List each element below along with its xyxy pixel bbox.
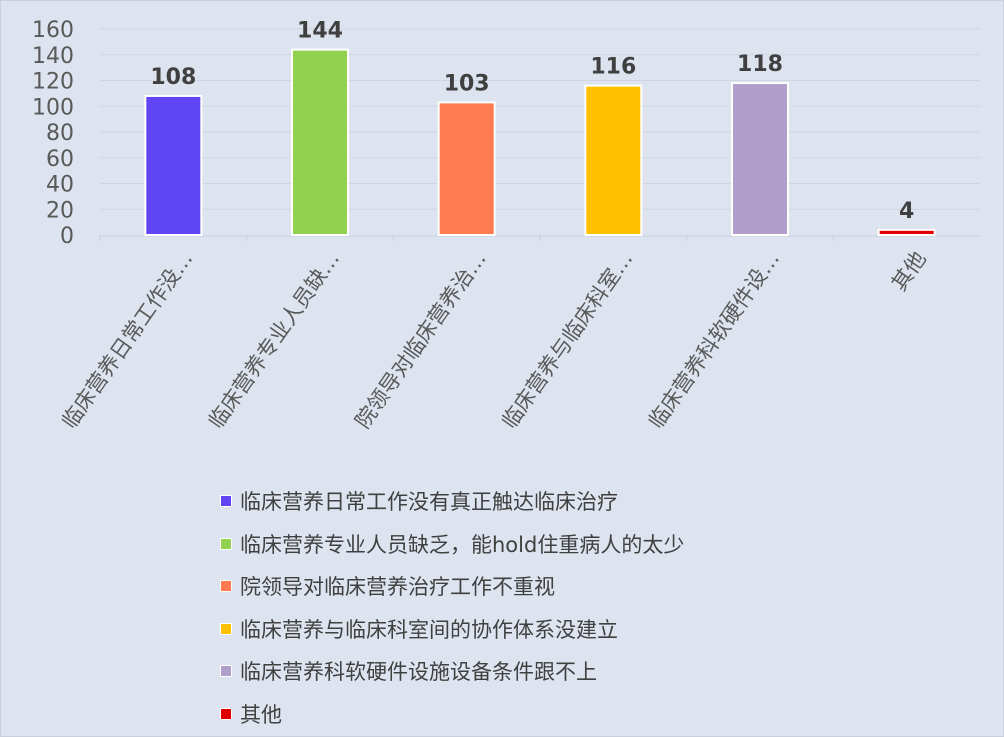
x-tick-label: 临床营养日常工作没… [57,247,197,433]
x-tick-label: 其他 [887,247,931,295]
legend-marker [220,537,232,550]
y-tick-label: 120 [32,70,74,95]
data-label: 4 [899,199,914,224]
legend-marker [220,707,232,720]
y-tick-label: 40 [46,173,74,198]
data-label: 116 [590,55,636,80]
data-label: 144 [297,19,343,44]
y-tick-label: 20 [46,198,74,223]
data-label: 108 [150,65,196,90]
y-tick-label: 80 [46,121,74,146]
bar [291,48,349,236]
legend-label: 临床营养日常工作没有真正触达临床治疗 [240,490,618,515]
data-label: 103 [444,71,490,96]
legend-item: 临床营养科软硬件设施设备条件跟不上 [220,650,684,693]
y-tick-label: 60 [46,147,74,172]
x-tick-label: 临床营养专业人员缺… [204,247,344,433]
legend: 临床营养日常工作没有真正触达临床治疗临床营养专业人员缺乏，能hold住重病人的太… [220,480,684,735]
legend-item: 院领导对临床营养治疗工作不重视 [220,565,684,608]
y-tick-label: 0 [60,224,74,249]
legend-label: 临床营养科软硬件设施设备条件跟不上 [240,660,597,685]
legend-item: 其他 [220,693,684,736]
legend-label: 院领导对临床营养治疗工作不重视 [240,575,555,600]
bar [731,82,789,236]
legend-label: 临床营养专业人员缺乏，能hold住重病人的太少 [240,532,685,557]
legend-marker [220,622,232,635]
legend-label: 其他 [240,702,282,727]
bar [877,228,936,237]
legend-item: 临床营养与临床科室间的协作体系没建立 [220,608,684,651]
bar [437,101,496,236]
x-tick-label: 临床营养科软硬件设… [644,247,784,433]
y-tick-label: 160 [32,18,74,43]
legend-label: 临床营养与临床科室间的协作体系没建立 [240,617,618,642]
legend-item: 临床营养日常工作没有真正触达临床治疗 [220,480,684,523]
y-tick-label: 100 [32,95,74,120]
bar [584,84,643,237]
data-label: 118 [737,52,783,77]
legend-marker [220,495,232,508]
legend-item: 临床营养专业人员缺乏，能hold住重病人的太少 [220,523,684,566]
legend-marker [220,665,232,678]
x-tick-label: 院领导对临床营养治… [351,247,491,433]
bar [144,94,203,236]
legend-marker [220,580,232,593]
y-tick-label: 140 [32,44,74,69]
x-tick-label: 临床营养与临床科室… [497,247,637,433]
